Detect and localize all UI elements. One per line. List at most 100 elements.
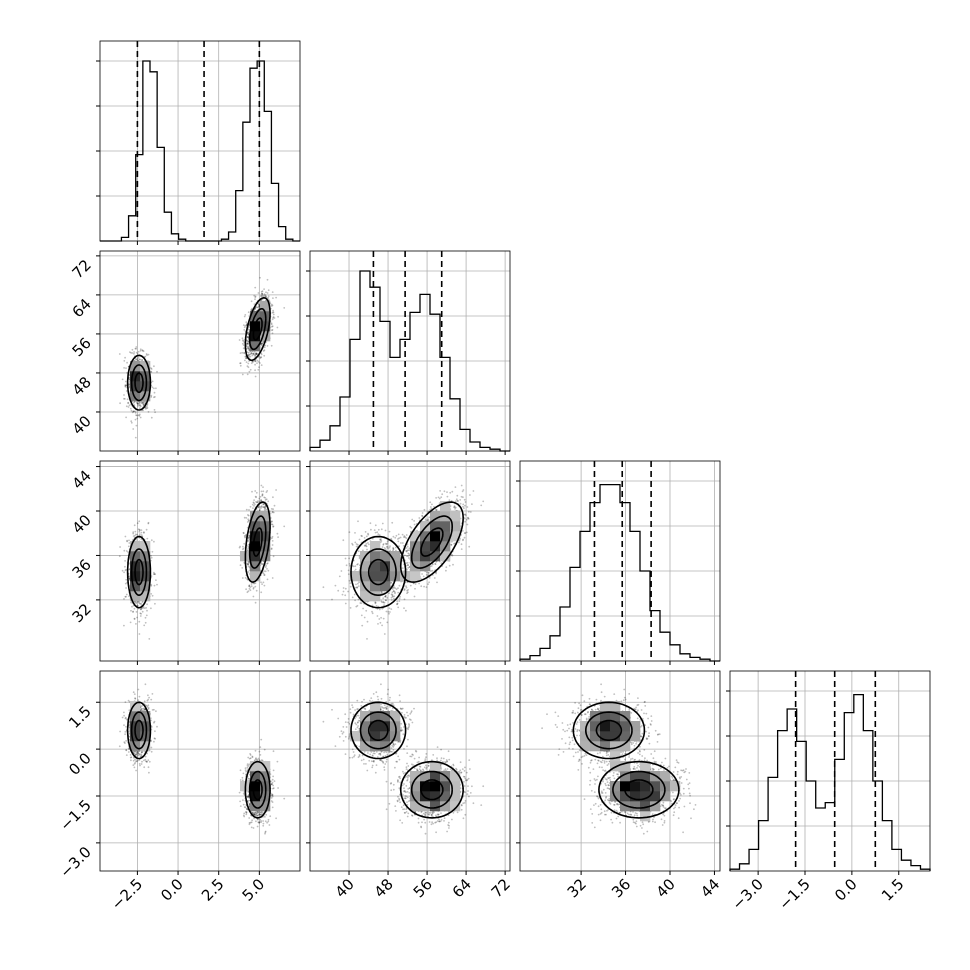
sample-point bbox=[253, 303, 256, 305]
sample-point bbox=[397, 587, 399, 589]
sample-point bbox=[138, 358, 141, 360]
sample-point bbox=[270, 548, 273, 550]
sample-point bbox=[134, 347, 137, 350]
sample-point bbox=[272, 525, 275, 528]
sample-point bbox=[244, 536, 246, 539]
sample-point bbox=[254, 495, 257, 498]
sample-point bbox=[243, 315, 246, 318]
sample-point bbox=[357, 582, 359, 585]
sample-point bbox=[391, 521, 394, 524]
y-tick-label: 56 bbox=[69, 334, 95, 360]
sample-point bbox=[124, 385, 127, 387]
sample-point bbox=[260, 505, 263, 507]
sample-point bbox=[271, 577, 274, 579]
density-cell bbox=[130, 541, 141, 552]
sample-point bbox=[124, 398, 126, 400]
sample-point bbox=[384, 595, 386, 598]
sample-point bbox=[272, 508, 274, 511]
sample-point bbox=[263, 570, 265, 572]
histogram-bar bbox=[519, 483, 720, 662]
sample-point bbox=[250, 352, 253, 355]
sample-point bbox=[135, 351, 138, 354]
sample-point bbox=[348, 531, 351, 534]
density-cell bbox=[260, 551, 271, 562]
sample-point bbox=[322, 586, 325, 589]
sample-point bbox=[125, 587, 127, 589]
density-cell bbox=[130, 581, 141, 592]
sample-point bbox=[137, 414, 140, 417]
sample-point bbox=[266, 345, 269, 347]
sample-point bbox=[134, 534, 136, 537]
density-cell bbox=[250, 331, 261, 342]
sample-point bbox=[408, 549, 411, 552]
sample-point bbox=[138, 533, 141, 536]
sample-point bbox=[271, 537, 273, 540]
sample-point bbox=[119, 402, 121, 405]
sample-point bbox=[246, 578, 249, 580]
sample-point bbox=[127, 402, 130, 404]
sample-point bbox=[272, 555, 275, 558]
sample-point bbox=[265, 564, 267, 567]
sample-point bbox=[253, 505, 255, 507]
sample-point bbox=[139, 405, 142, 408]
histogram-panel-3: −3.0 −1.5 0.0 1.5 bbox=[726, 670, 931, 914]
sample-point bbox=[271, 523, 274, 526]
sample-point bbox=[135, 623, 137, 625]
sample-point bbox=[259, 508, 261, 511]
sample-point bbox=[358, 538, 361, 541]
sample-point bbox=[121, 378, 124, 381]
sample-point bbox=[268, 299, 271, 302]
sample-point bbox=[264, 566, 267, 568]
sample-point bbox=[145, 407, 148, 410]
sample-point bbox=[239, 545, 242, 548]
sample-point bbox=[126, 540, 128, 543]
sample-point bbox=[125, 390, 128, 392]
sample-point bbox=[125, 578, 128, 581]
sample-point bbox=[128, 382, 131, 385]
sample-point bbox=[271, 304, 274, 307]
sample-point bbox=[118, 353, 121, 355]
sample-point bbox=[255, 501, 257, 503]
sample-point bbox=[258, 303, 261, 306]
sample-point bbox=[382, 544, 385, 546]
sample-point bbox=[362, 607, 364, 610]
sample-point bbox=[127, 551, 129, 553]
sample-point bbox=[271, 325, 274, 328]
sample-point bbox=[246, 336, 249, 338]
sample-point bbox=[261, 342, 263, 345]
contour-line bbox=[252, 317, 263, 341]
sample-point bbox=[147, 522, 150, 525]
sample-point bbox=[138, 403, 141, 406]
sample-point bbox=[247, 547, 250, 550]
sample-point bbox=[245, 517, 248, 519]
sample-point bbox=[132, 531, 135, 534]
sample-point bbox=[130, 609, 132, 612]
sample-point bbox=[137, 403, 139, 405]
sample-point bbox=[256, 306, 258, 309]
sample-point bbox=[259, 276, 261, 279]
sample-point bbox=[261, 563, 264, 566]
sample-point bbox=[262, 581, 265, 584]
sample-point bbox=[135, 611, 138, 613]
sample-point bbox=[153, 573, 155, 576]
sample-point bbox=[377, 623, 379, 625]
sample-point bbox=[150, 367, 152, 369]
sample-point bbox=[271, 540, 274, 542]
sample-point bbox=[132, 532, 135, 535]
sample-point bbox=[344, 594, 347, 597]
sample-point bbox=[260, 343, 263, 346]
sample-point bbox=[130, 420, 133, 423]
density-cell bbox=[140, 361, 151, 372]
sample-point bbox=[257, 361, 260, 363]
sample-point bbox=[270, 547, 273, 550]
sample-point bbox=[253, 502, 255, 504]
sample-point bbox=[404, 554, 406, 557]
sample-point bbox=[246, 562, 249, 565]
sample-point bbox=[248, 536, 251, 539]
contour-line bbox=[134, 372, 144, 394]
density-cell bbox=[130, 591, 141, 602]
sample-point bbox=[252, 595, 255, 598]
sample-point bbox=[252, 360, 254, 363]
sample-point bbox=[150, 539, 153, 542]
sample-point bbox=[275, 296, 277, 299]
